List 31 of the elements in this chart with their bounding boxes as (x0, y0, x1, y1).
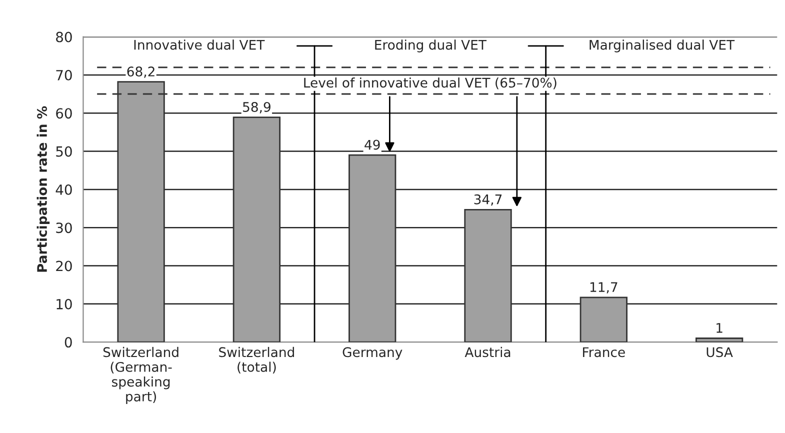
y-tick-label: 0 (64, 337, 72, 348)
x-tick-label: USA (706, 347, 733, 358)
y-tick-label: 10 (56, 298, 72, 310)
y-tick-label: 80 (56, 32, 72, 42)
data-label: 1 (716, 323, 722, 333)
x-tick-label: France (583, 347, 625, 358)
annotation: Innovative dual VET (134, 40, 265, 50)
x-tick-label: Austria (464, 346, 510, 358)
ref-line-label: Level of innovative dual VET (65–70%) (304, 77, 556, 90)
y-tick-label: 20 (56, 260, 72, 272)
bar (464, 208, 512, 342)
annotation: Marginalised dual VET (590, 40, 735, 52)
bar (232, 116, 281, 342)
x-tick-label: Switzerland (German- speaking part) (103, 346, 178, 404)
x-tick-label: Switzerland (total) (219, 346, 294, 374)
data-label: 68,2 (127, 66, 154, 78)
y-tick-label: 70 (56, 70, 72, 80)
annotation: Eroding dual VET (375, 40, 487, 52)
y-tick-label: 60 (56, 108, 72, 119)
data-label: 58,9 (243, 102, 270, 114)
bar (695, 338, 744, 342)
y-tick-label: 30 (56, 222, 72, 234)
y-tick-label: 50 (56, 146, 72, 157)
bar (580, 296, 628, 342)
y-tick-label: 40 (56, 184, 72, 195)
y-axis-title: Participation rate in % (36, 106, 50, 272)
bar (348, 154, 396, 342)
data-label: 34,7 (474, 194, 502, 206)
data-label: 11,7 (590, 282, 618, 294)
x-tick-label: Germany (342, 347, 402, 360)
data-label: 49 (364, 140, 380, 150)
